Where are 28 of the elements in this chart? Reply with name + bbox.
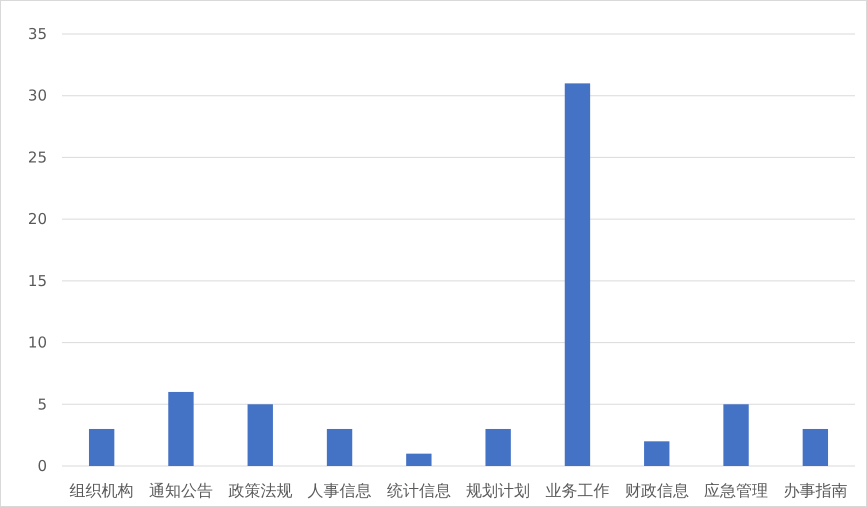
bar — [406, 454, 432, 466]
x-tick-label: 财政信息 — [624, 481, 689, 500]
y-tick-label: 5 — [37, 395, 47, 414]
x-tick-label: 通知公告 — [148, 481, 213, 500]
y-tick-label: 35 — [28, 25, 47, 43]
y-tick-label: 20 — [28, 210, 47, 228]
bar — [248, 404, 273, 466]
bar — [88, 428, 114, 466]
x-tick-label: 应急管理 — [704, 481, 768, 500]
x-tick-label: 办事指南 — [783, 481, 848, 500]
bar — [723, 404, 749, 466]
x-tick-label: 政策法规 — [228, 481, 292, 500]
y-tick-label: 30 — [28, 86, 47, 105]
x-tick-label: 组织机构 — [70, 481, 134, 500]
y-tick-label: 0 — [37, 457, 47, 475]
x-tick-label: 规划计划 — [466, 481, 530, 500]
bar — [485, 428, 511, 466]
x-tick-label: 人事信息 — [308, 481, 372, 500]
bar — [168, 392, 194, 466]
x-tick-label: 业务工作 — [545, 481, 610, 500]
bar — [644, 441, 670, 466]
bar — [802, 428, 828, 466]
bar — [326, 428, 352, 466]
y-tick-label: 10 — [28, 334, 47, 352]
bar — [564, 83, 590, 466]
y-tick-label: 25 — [28, 148, 47, 166]
y-tick-label: 15 — [28, 272, 47, 290]
x-tick-label: 统计信息 — [386, 481, 451, 500]
